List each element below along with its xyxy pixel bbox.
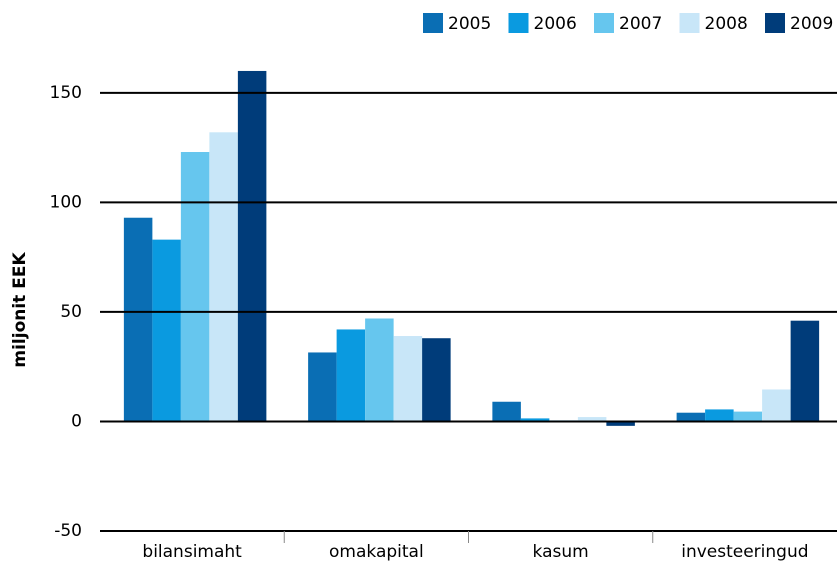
x-tick-label: bilansimaht [142,542,242,562]
x-tick-label: kasum [533,542,589,562]
bar [393,336,423,422]
y-tick-label: 100 [50,192,82,212]
bar [365,318,394,422]
bar [308,352,337,422]
legend-label: 2009 [790,14,833,34]
bar [492,401,521,422]
bar [790,320,820,422]
bar [422,338,451,422]
bar [733,411,763,422]
y-axis-label: miljonit EEK [10,252,30,368]
bar [606,421,635,426]
y-tick-label: 0 [71,411,82,431]
legend-label: 2005 [448,14,491,34]
bar [336,329,366,422]
legend-swatch [679,13,700,33]
bar [180,152,210,422]
y-tick-label: 150 [50,83,82,103]
bar [762,389,791,422]
bar [577,417,607,422]
bar [152,239,181,422]
x-tick-label: investeeringud [681,542,808,562]
bar [209,132,238,422]
x-tick-label: omakapital [329,542,424,562]
bar [520,418,550,422]
bar [676,412,706,422]
legend-label: 2006 [534,14,577,34]
y-tick-label: 50 [60,302,82,322]
bar [237,70,267,422]
legend-swatch [765,13,785,33]
legend-swatch [594,13,614,33]
legend-label: 2007 [619,14,662,34]
y-tick-label: -50 [54,521,82,541]
bar [705,409,734,422]
legend-label: 2008 [705,14,748,34]
legend-swatch [423,13,443,33]
legend-swatch [508,13,529,33]
bar [123,217,153,422]
